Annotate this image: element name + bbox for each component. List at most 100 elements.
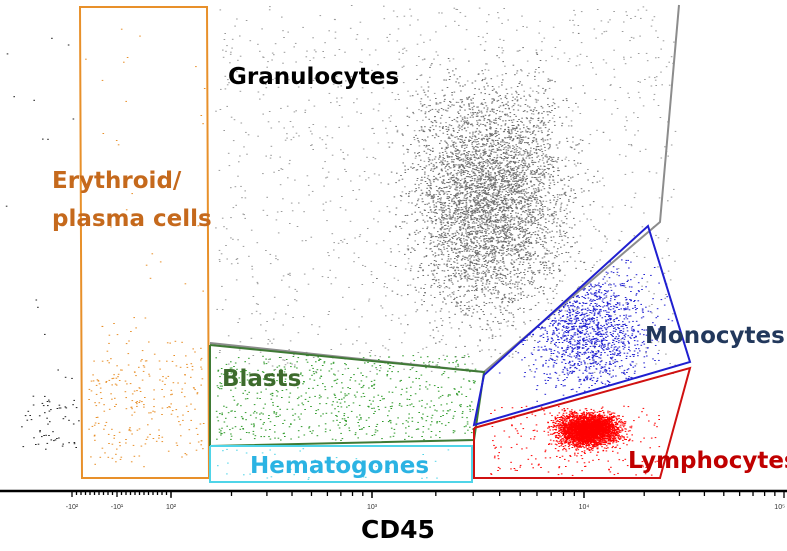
- granulocyte-event: [526, 105, 529, 107]
- granulocyte-event: [528, 106, 531, 108]
- granulocyte-event: [504, 114, 506, 116]
- granulocyte-event: [517, 109, 520, 111]
- granulocyte-event: [482, 116, 485, 118]
- granulocyte-event: [481, 146, 483, 147]
- granulocyte-event: [461, 135, 463, 137]
- granulocyte-event: [470, 299, 473, 301]
- granulocyte-event: [459, 240, 462, 241]
- granulocyte-event: [516, 187, 519, 189]
- granulocyte-event: [544, 155, 547, 157]
- granulocyte-event: [522, 162, 525, 164]
- granulocyte-event: [513, 155, 516, 157]
- granulocyte-event: [510, 154, 513, 156]
- granulocyte-event: [477, 141, 479, 143]
- granulocyte-event: [414, 233, 417, 235]
- granulocyte-event: [544, 139, 547, 141]
- granulocyte-event: [265, 250, 267, 251]
- granulocyte-event: [584, 92, 586, 94]
- granulocyte-event: [527, 216, 530, 217]
- granulocyte-event: [424, 126, 426, 128]
- granulocyte-event: [280, 168, 282, 170]
- granulocyte-event: [489, 163, 492, 165]
- granulocyte-event: [438, 248, 440, 250]
- granulocyte-event: [509, 205, 512, 207]
- granulocyte-event: [506, 222, 508, 224]
- granulocyte-event: [461, 119, 464, 121]
- granulocyte-event: [485, 274, 487, 276]
- granulocyte-event: [447, 58, 450, 59]
- granulocyte-event: [468, 290, 470, 292]
- granulocyte-event: [553, 103, 556, 105]
- granulocyte-event: [517, 134, 520, 136]
- granulocyte-event: [483, 161, 485, 162]
- granulocyte-event: [486, 193, 489, 195]
- granulocyte-event: [525, 199, 528, 201]
- granulocyte-event: [452, 237, 454, 239]
- granulocyte-event: [467, 217, 469, 219]
- granulocyte-event: [452, 127, 455, 129]
- granulocyte-event: [311, 324, 313, 326]
- granulocyte-event: [471, 213, 473, 215]
- granulocyte-event: [496, 55, 498, 57]
- granulocyte-event: [453, 179, 455, 181]
- granulocyte-event: [518, 227, 521, 229]
- granulocyte-event: [525, 210, 527, 212]
- granulocyte-event: [444, 228, 447, 230]
- granulocyte-event: [460, 221, 462, 223]
- granulocyte-event: [468, 268, 471, 270]
- granulocyte-event: [505, 146, 507, 148]
- granulocyte-event: [491, 89, 494, 91]
- granulocyte-event: [481, 171, 484, 173]
- granulocyte-event: [432, 129, 435, 131]
- granulocyte-event: [504, 200, 507, 202]
- granulocyte-event: [538, 272, 541, 274]
- granulocyte-event: [559, 208, 562, 210]
- granulocyte-event: [495, 179, 498, 181]
- granulocyte-event: [469, 166, 471, 168]
- granulocyte-event: [502, 274, 504, 276]
- granulocyte-event: [231, 74, 233, 76]
- granulocyte-event: [478, 258, 481, 260]
- granulocyte-event: [470, 204, 472, 206]
- granulocyte-event: [504, 95, 507, 97]
- granulocyte-event: [418, 130, 421, 132]
- granulocyte-event: [593, 28, 596, 30]
- granulocyte-event: [489, 158, 491, 160]
- granulocyte-event: [546, 111, 548, 113]
- granulocyte-event: [489, 240, 492, 242]
- granulocyte-event: [506, 227, 508, 229]
- granulocyte-event: [481, 276, 484, 278]
- granulocyte-event: [498, 170, 501, 172]
- granulocyte-event: [552, 179, 555, 181]
- granulocyte-event: [467, 163, 469, 165]
- granulocyte-event: [509, 299, 512, 301]
- granulocyte-event: [452, 235, 455, 237]
- granulocyte-event: [470, 98, 472, 100]
- granulocyte-event: [489, 155, 491, 157]
- granulocyte-event: [432, 197, 435, 199]
- granulocyte-event: [484, 102, 487, 104]
- granulocyte-event: [460, 278, 462, 280]
- granulocyte-event: [434, 212, 436, 214]
- granulocyte-event: [462, 264, 465, 266]
- granulocyte-event: [650, 341, 653, 343]
- granulocyte-event: [415, 289, 417, 291]
- granulocyte-event: [487, 261, 489, 263]
- granulocyte-event: [594, 228, 597, 230]
- granulocyte-event: [548, 179, 551, 181]
- granulocyte-event: [438, 237, 440, 239]
- granulocyte-event: [545, 253, 548, 255]
- granulocyte-event: [500, 154, 502, 156]
- granulocyte-event: [433, 194, 435, 196]
- granulocyte-event: [626, 120, 628, 122]
- granulocyte-event: [523, 229, 525, 231]
- granulocyte-event: [464, 263, 467, 265]
- granulocyte-event: [556, 194, 559, 196]
- granulocyte-event: [503, 230, 505, 232]
- granulocyte-event: [501, 261, 504, 263]
- granulocyte-event: [514, 183, 517, 184]
- granulocyte-event: [471, 109, 474, 111]
- granulocyte-event: [474, 136, 477, 138]
- granulocyte-event: [448, 197, 451, 199]
- granulocyte-event: [498, 206, 501, 208]
